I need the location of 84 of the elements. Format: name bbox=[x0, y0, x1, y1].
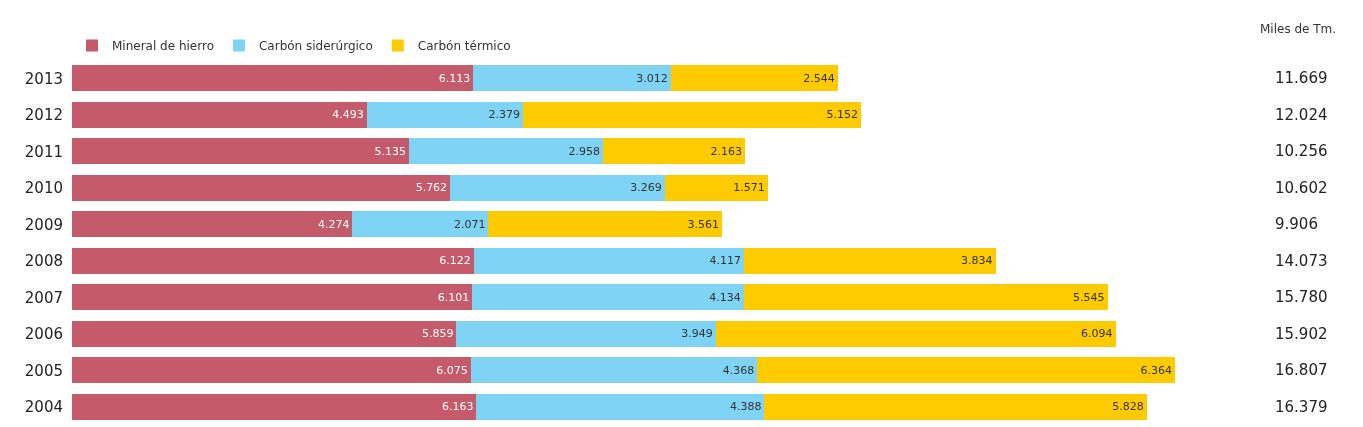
data-label: 2.958 bbox=[568, 144, 601, 158]
bar bbox=[450, 174, 665, 201]
text: 11.669 bbox=[1275, 69, 1328, 87]
bar bbox=[664, 174, 768, 201]
bar bbox=[470, 357, 758, 384]
data-label: 6.101 bbox=[437, 290, 470, 304]
text: 14.073 bbox=[1275, 252, 1328, 270]
bar bbox=[72, 65, 474, 92]
data-label: 6.163 bbox=[441, 400, 474, 414]
bar bbox=[743, 247, 996, 274]
bar bbox=[72, 211, 353, 238]
bar bbox=[72, 174, 451, 201]
bar bbox=[352, 211, 489, 238]
bar bbox=[72, 320, 457, 347]
data-label: 4.368 bbox=[722, 363, 755, 377]
y-tick-label: 2008 bbox=[24, 252, 63, 270]
data-label: 6.094 bbox=[1081, 327, 1113, 341]
text: 10.256 bbox=[1275, 142, 1328, 160]
bar bbox=[764, 393, 1147, 420]
bar bbox=[488, 211, 723, 238]
bar bbox=[472, 284, 744, 311]
data-label: 5.135 bbox=[374, 144, 406, 158]
y-tick-label: 2010 bbox=[24, 179, 63, 197]
legend-label: Carbón siderúrgico bbox=[258, 39, 373, 54]
y-tick-label: 2006 bbox=[24, 325, 63, 343]
text: 16.807 bbox=[1275, 361, 1328, 379]
bar bbox=[72, 101, 367, 128]
y-tick-label: 2011 bbox=[24, 142, 63, 161]
bar bbox=[456, 320, 716, 347]
data-label: 5.152 bbox=[826, 108, 859, 122]
data-label: 6.075 bbox=[436, 363, 468, 377]
data-label: 3.949 bbox=[681, 327, 713, 341]
bar bbox=[72, 138, 409, 165]
data-label: 3.269 bbox=[630, 181, 662, 195]
data-label: 2.071 bbox=[453, 217, 486, 231]
bar bbox=[603, 138, 746, 165]
data-label: 6.364 bbox=[1140, 363, 1172, 377]
text: 10.602 bbox=[1275, 179, 1328, 197]
data-label: 4.493 bbox=[332, 108, 364, 122]
data-label: 6.113 bbox=[438, 71, 471, 85]
text: Miles de Tm. bbox=[1260, 22, 1337, 36]
y-tick-label: 2004 bbox=[24, 398, 63, 416]
data-label: 3.012 bbox=[636, 71, 668, 85]
y-tick-label: 2007 bbox=[24, 288, 63, 307]
y-tick-label: 2013 bbox=[24, 69, 63, 88]
data-label: 4.134 bbox=[709, 290, 741, 304]
text: 12.024 bbox=[1275, 106, 1328, 124]
data-label: 5.762 bbox=[415, 181, 448, 195]
bar bbox=[522, 101, 862, 128]
bar bbox=[72, 357, 471, 384]
legend-label: Mineral de hierro bbox=[112, 39, 214, 54]
bar bbox=[366, 101, 523, 128]
data-label: 4.274 bbox=[317, 217, 350, 231]
bar bbox=[72, 284, 473, 311]
data-label: 5.545 bbox=[1073, 290, 1105, 304]
bar bbox=[473, 247, 744, 274]
bar bbox=[743, 284, 1108, 311]
bar bbox=[476, 393, 765, 420]
y-tick-label: 2009 bbox=[24, 215, 63, 234]
data-label: 2.544 bbox=[803, 71, 835, 85]
data-label: 3.834 bbox=[961, 254, 993, 268]
text: 16.379 bbox=[1275, 398, 1328, 416]
y-tick-label: 2005 bbox=[24, 361, 63, 380]
data-label: 3.561 bbox=[687, 217, 720, 231]
data-label: 2.379 bbox=[488, 108, 520, 122]
text: 15.902 bbox=[1275, 325, 1328, 343]
bar bbox=[72, 393, 477, 420]
data-label: 2.163 bbox=[710, 144, 743, 158]
bar bbox=[670, 65, 838, 92]
text: 9.906 bbox=[1275, 215, 1318, 233]
data-label: 4.117 bbox=[709, 254, 741, 268]
bar bbox=[473, 65, 671, 92]
data-label: 5.828 bbox=[1112, 400, 1144, 414]
bar bbox=[72, 247, 474, 274]
data-label: 5.859 bbox=[421, 327, 454, 341]
data-label: 4.388 bbox=[729, 400, 762, 414]
text: 15.780 bbox=[1275, 288, 1328, 306]
legend-label: Carbón térmico bbox=[417, 39, 511, 54]
y-tick-label: 2012 bbox=[24, 106, 63, 124]
bar bbox=[757, 357, 1175, 384]
bar bbox=[715, 320, 1116, 347]
data-label: 1.571 bbox=[733, 181, 765, 195]
bar bbox=[408, 138, 604, 165]
data-label: 6.122 bbox=[439, 254, 471, 268]
